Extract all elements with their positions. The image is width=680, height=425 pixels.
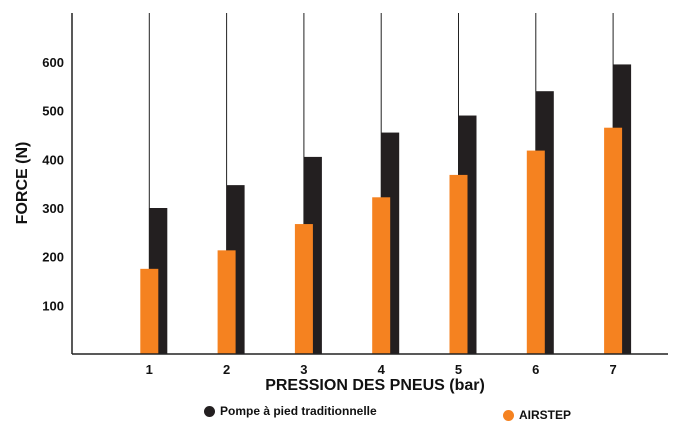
x-tick-label: 1 — [146, 362, 153, 377]
x-axis-title: PRESSION DES PNEUS (bar) — [265, 377, 485, 394]
y-tick-label: 300 — [42, 201, 64, 216]
bar-airstep — [526, 150, 545, 354]
legend-item-pompe: Pompe à pied traditionnelle — [204, 404, 377, 418]
x-tick-label: 6 — [532, 362, 539, 377]
bar-airstep — [372, 197, 391, 354]
bar-airstep — [217, 250, 236, 354]
x-tick-label: 4 — [378, 362, 386, 377]
axes — [71, 13, 668, 355]
bar-airstep — [449, 174, 468, 354]
y-axis-title: FORCE (N) — [14, 142, 31, 225]
legend-marker-airstep — [503, 409, 514, 421]
bars — [140, 64, 632, 355]
legend-item-airstep: AIRSTEP — [503, 408, 571, 422]
bar-airstep — [294, 224, 313, 354]
x-tick-label: 5 — [455, 362, 462, 377]
legend-label-airstep: AIRSTEP — [519, 408, 572, 422]
bar-airstep — [604, 127, 623, 354]
y-tick-label: 500 — [42, 104, 64, 119]
y-tick-label: 200 — [42, 250, 64, 265]
y-tick-label: 400 — [42, 152, 64, 167]
x-tick-label: 7 — [609, 362, 616, 377]
tick-labels: 1 2 3 4 5 6 7 100 200 300 400 500 600 — [42, 55, 616, 377]
x-tick-label: 3 — [300, 362, 307, 377]
legend-marker-pompe — [204, 405, 215, 417]
legend-label-pompe: Pompe à pied traditionnelle — [220, 404, 377, 418]
x-tick-label: 2 — [223, 362, 230, 377]
y-tick-label: 600 — [42, 55, 64, 70]
bar-airstep — [140, 268, 159, 354]
y-tick-label: 100 — [42, 298, 64, 313]
